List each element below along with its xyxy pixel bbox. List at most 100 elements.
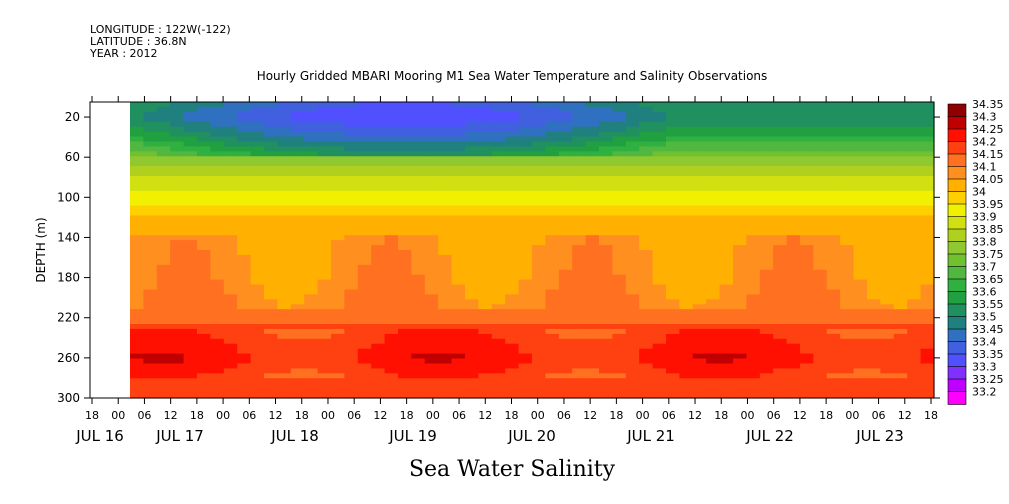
contour-cell <box>505 156 520 162</box>
contour-cell <box>800 304 814 310</box>
colorbar-swatch <box>947 328 967 343</box>
contour-cell <box>786 338 801 345</box>
contour-cell <box>317 235 332 241</box>
contour-cell <box>733 126 747 133</box>
contour-cell <box>465 151 479 157</box>
contour-cell <box>666 314 680 320</box>
contour-cell <box>786 245 801 251</box>
contour-cell <box>853 136 868 143</box>
contour-cell <box>558 225 573 231</box>
contour-cell <box>773 205 788 212</box>
contour-cell <box>666 250 680 256</box>
contour-cell <box>920 388 935 394</box>
contour-cell <box>317 294 332 300</box>
contour-cell <box>679 240 694 246</box>
contour-cell <box>143 116 158 123</box>
contour-cell <box>223 274 238 281</box>
contour-cell <box>679 220 694 226</box>
contour-cell <box>210 106 225 113</box>
contour-cell <box>505 200 520 207</box>
contour-cell <box>451 358 466 365</box>
contour-cell <box>786 215 801 221</box>
contour-cell <box>384 348 399 355</box>
contour-cell <box>706 200 721 207</box>
contour-cell <box>692 166 707 172</box>
contour-cell <box>800 205 814 212</box>
contour-cell <box>733 200 747 207</box>
contour-cell <box>706 338 721 345</box>
contour-cell <box>237 250 252 256</box>
contour-cell <box>572 166 587 172</box>
contour-cell <box>277 161 292 167</box>
contour-cell <box>719 264 734 271</box>
contour-cell <box>264 111 278 118</box>
contour-cell <box>451 116 466 123</box>
contour-cell <box>773 171 788 177</box>
contour-cell <box>920 126 935 133</box>
contour-cell <box>746 388 761 394</box>
contour-cell <box>572 264 587 271</box>
contour-cell <box>183 161 198 167</box>
contour-cell <box>813 176 828 182</box>
contour-cell <box>277 259 292 266</box>
contour-cell <box>679 358 694 365</box>
contour-cell <box>679 269 694 276</box>
contour-cell <box>666 151 680 157</box>
contour-cell <box>639 373 654 379</box>
contour-cell <box>518 121 533 128</box>
contour-cell <box>398 176 412 182</box>
contour-cell <box>612 230 627 236</box>
contour-cell <box>451 215 466 221</box>
contour-cell <box>156 180 171 187</box>
contour-cell <box>331 151 345 157</box>
contour-cell <box>438 156 453 162</box>
colorbar-label: 33.5 <box>972 311 997 324</box>
contour-cell <box>813 328 828 335</box>
contour-cell <box>746 176 761 182</box>
contour-cell <box>371 289 386 295</box>
contour-cell <box>451 131 466 138</box>
x-hour-label: 18 <box>714 409 728 422</box>
contour-cell <box>867 195 881 202</box>
contour-cell <box>331 195 345 202</box>
contour-cell <box>357 200 372 207</box>
contour-cell <box>237 171 252 177</box>
contour-cell <box>170 274 185 281</box>
contour-cell <box>558 299 573 305</box>
contour-cell <box>237 161 252 167</box>
contour-cell <box>813 338 828 345</box>
contour-cell <box>719 279 734 286</box>
contour-cell <box>652 304 667 310</box>
contour-cell <box>491 383 506 389</box>
contour-cell <box>666 254 680 261</box>
contour-cell <box>411 136 426 143</box>
contour-cell <box>384 230 399 236</box>
contour-cell <box>357 328 372 335</box>
contour-cell <box>250 245 265 251</box>
contour-cell <box>210 343 225 350</box>
contour-cell <box>532 185 546 192</box>
contour-cell <box>692 259 707 266</box>
contour-cell <box>277 333 292 340</box>
contour-cell <box>290 176 305 182</box>
contour-cell <box>706 304 721 310</box>
contour-cell <box>223 378 238 384</box>
contour-cell <box>130 190 144 197</box>
contour-cell <box>599 176 613 182</box>
contour-cell <box>625 348 640 355</box>
contour-cell <box>304 388 319 394</box>
contour-cell <box>277 195 292 202</box>
contour-cell <box>304 106 319 113</box>
contour-cell <box>840 294 855 300</box>
contour-cell <box>920 284 935 291</box>
contour-cell <box>853 393 868 399</box>
contour-cell <box>210 289 225 295</box>
contour-cell <box>411 250 426 256</box>
contour-cell <box>411 185 426 192</box>
contour-cell <box>706 309 721 315</box>
contour-cell <box>424 363 439 369</box>
contour-cell <box>532 254 546 261</box>
contour-cell <box>920 383 935 389</box>
contour-cell <box>518 309 533 315</box>
contour-cell <box>277 126 292 133</box>
